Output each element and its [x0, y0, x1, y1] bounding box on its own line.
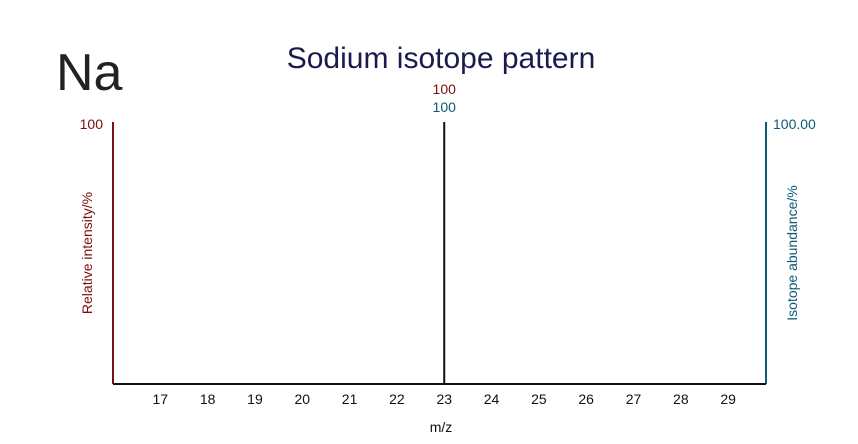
x-tick-label: 24	[484, 391, 500, 407]
left-axis-max-label: 100	[80, 116, 104, 132]
x-tick-label: 17	[153, 391, 169, 407]
peak-abundance-label: 100	[433, 99, 457, 115]
peak-intensity-label: 100	[433, 81, 457, 97]
x-tick-label: 25	[531, 391, 547, 407]
x-tick-label: 27	[626, 391, 642, 407]
left-y-axis-title: Relative intensity/%	[79, 192, 95, 314]
x-tick-label: 29	[720, 391, 736, 407]
x-tick-label: 18	[200, 391, 216, 407]
right-y-axis-title: Isotope abundance/%	[784, 185, 800, 320]
x-tick-label: 20	[294, 391, 310, 407]
x-tick-label: 23	[436, 391, 452, 407]
x-tick-labels: 17 18 19 20 21 22 23 24 25 26 27 28 29	[153, 391, 737, 407]
x-tick-label: 21	[342, 391, 358, 407]
x-tick-label: 26	[578, 391, 594, 407]
x-axis-title: m/z	[430, 419, 453, 435]
x-tick-label: 28	[673, 391, 689, 407]
x-tick-label: 22	[389, 391, 405, 407]
x-tick-label: 19	[247, 391, 263, 407]
chart-title: Sodium isotope pattern	[287, 42, 596, 75]
right-axis-max-label: 100.00	[773, 116, 816, 132]
element-symbol: Na	[56, 44, 123, 102]
